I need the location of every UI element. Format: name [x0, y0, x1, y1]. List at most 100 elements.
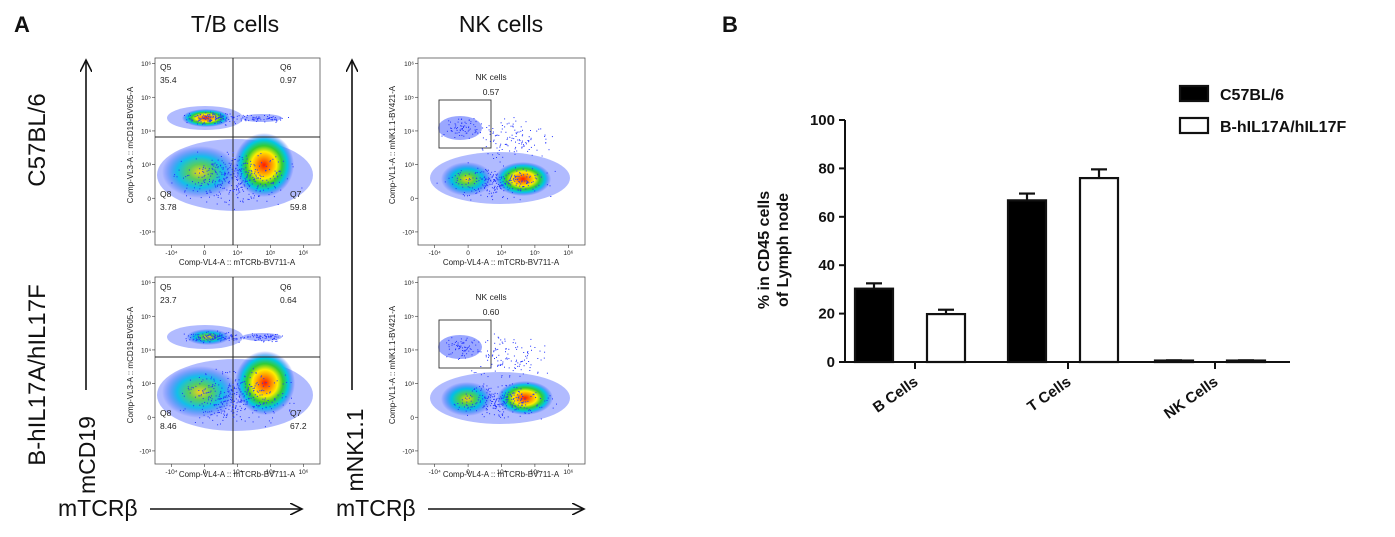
event-dot	[465, 183, 467, 185]
event-dot	[478, 350, 480, 352]
event-dot	[510, 404, 512, 406]
event-dot	[221, 167, 223, 169]
event-dot	[254, 410, 256, 411]
event-dot	[251, 197, 253, 199]
event-dot	[229, 199, 230, 201]
nk-row2-ytick-label: 10⁶	[404, 280, 414, 287]
event-dot	[501, 397, 503, 399]
event-dot	[241, 186, 243, 188]
event-dot	[464, 406, 465, 408]
nk-row1-xtick-label: -10⁴	[429, 250, 441, 257]
event-dot	[271, 182, 273, 184]
event-dot	[481, 413, 483, 415]
event-dot	[222, 337, 224, 338]
event-dot	[249, 394, 251, 396]
event-dot	[215, 186, 217, 188]
event-dot	[455, 348, 457, 350]
event-dot	[179, 409, 181, 411]
event-dot	[460, 128, 462, 130]
event-dot	[231, 160, 233, 162]
event-dot	[255, 335, 257, 337]
event-dot	[239, 183, 241, 184]
event-dot	[225, 336, 227, 338]
event-dot	[220, 193, 221, 195]
event-dot	[207, 173, 209, 175]
event-dot	[289, 410, 290, 412]
event-dot	[226, 413, 228, 415]
event-dot	[494, 370, 496, 372]
event-dot	[516, 183, 518, 185]
tb-row2-xtick-label: -10⁴	[165, 469, 177, 476]
event-dot	[485, 408, 487, 409]
event-dot	[246, 117, 248, 119]
event-dot	[196, 339, 197, 341]
event-dot	[507, 189, 509, 191]
event-dot	[220, 338, 222, 340]
event-dot	[201, 182, 203, 184]
event-dot	[454, 175, 456, 177]
event-dot	[498, 415, 500, 417]
event-dot	[497, 152, 499, 154]
event-dot	[489, 413, 491, 415]
event-dot	[518, 176, 520, 177]
event-dot	[535, 397, 537, 398]
event-dot	[247, 335, 249, 337]
event-dot	[250, 115, 252, 116]
event-dot	[506, 402, 507, 404]
event-dot	[226, 404, 228, 406]
event-dot	[276, 172, 278, 173]
event-dot	[207, 337, 209, 339]
event-dot	[450, 121, 451, 123]
event-dot	[257, 184, 259, 186]
event-dot	[222, 373, 224, 375]
event-dot	[525, 404, 527, 406]
event-dot	[532, 181, 534, 183]
event-dot	[492, 396, 494, 398]
event-dot	[494, 180, 496, 182]
event-dot	[524, 359, 525, 361]
event-dot	[214, 116, 216, 118]
event-dot	[245, 162, 247, 164]
event-dot	[497, 336, 499, 338]
event-dot	[486, 388, 488, 390]
event-dot	[211, 337, 213, 339]
event-dot	[484, 182, 486, 184]
event-dot	[511, 134, 513, 136]
event-dot	[253, 407, 255, 409]
event-dot	[482, 395, 483, 397]
event-dot	[462, 194, 464, 196]
event-dot	[258, 416, 260, 418]
event-dot	[493, 393, 495, 395]
event-dot	[519, 181, 521, 183]
event-dot	[482, 385, 484, 387]
right-y-axis-label: mNK1.1	[342, 408, 368, 491]
q5-name: Q5	[160, 62, 172, 72]
event-dot	[269, 406, 271, 408]
event-dot	[250, 170, 252, 171]
col-title-nk: NK cells	[459, 11, 543, 37]
event-dot	[215, 119, 216, 121]
event-dot	[263, 340, 265, 342]
event-dot	[500, 339, 502, 341]
event-dot	[217, 339, 219, 341]
event-dot	[200, 197, 202, 199]
event-dot	[491, 363, 493, 365]
event-dot	[465, 393, 467, 395]
event-dot	[476, 390, 477, 392]
event-dot	[494, 186, 495, 188]
event-dot	[489, 131, 491, 133]
event-dot	[238, 379, 240, 381]
event-dot	[471, 370, 473, 372]
event-dot	[519, 375, 521, 377]
event-dot	[267, 400, 269, 401]
event-dot	[257, 336, 259, 338]
event-dot	[276, 119, 278, 121]
event-dot	[486, 183, 487, 185]
event-dot	[221, 339, 223, 341]
event-dot	[228, 193, 230, 195]
event-dot	[218, 335, 220, 337]
event-dot	[187, 386, 189, 388]
event-dot	[253, 399, 255, 401]
tb-row1-tcell-cluster	[234, 133, 294, 197]
